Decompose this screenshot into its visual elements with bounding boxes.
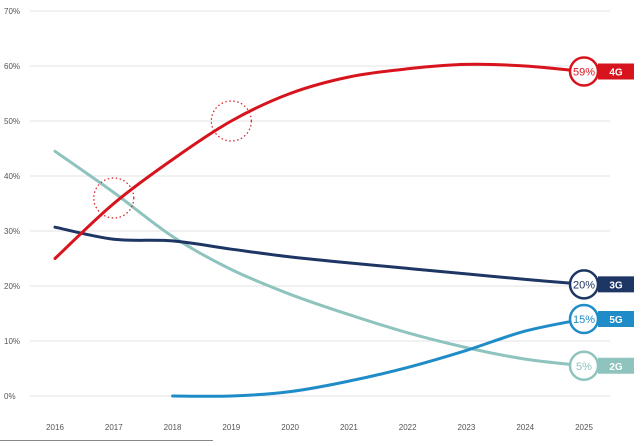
y-tick-label: 10%	[4, 337, 20, 346]
x-tick-label: 2017	[105, 423, 123, 432]
x-tick-label: 2019	[222, 423, 240, 432]
series-line-2g	[53, 149, 586, 368]
series-tag-3g	[598, 276, 634, 293]
y-tick-label: 20%	[4, 282, 20, 291]
series-name-label: 5G	[609, 315, 623, 326]
series-name-label: 3G	[609, 280, 623, 291]
series-lines	[53, 62, 586, 398]
footer-rule	[0, 440, 213, 441]
series-end-value: 20%	[573, 279, 595, 291]
gridlines	[30, 10, 610, 397]
x-tick-label: 2020	[281, 423, 299, 432]
x-tick-label: 2021	[340, 423, 358, 432]
series-end-labels: 4G 59% 3G 20% 5G 15% 2G 5%	[568, 56, 634, 381]
series-end-circle	[568, 350, 600, 381]
series-tag-5g	[598, 311, 634, 327]
dashed-circle-annotation	[210, 100, 252, 142]
series-line-5g	[171, 317, 586, 398]
x-axis-ticks: 2016 2017 2018 2019 2020 2021 2022 2023 2024 2025	[46, 423, 593, 432]
series-end-value: 59%	[573, 67, 595, 79]
dashed-circle-annotation	[93, 177, 135, 219]
series-tag-2g	[598, 357, 634, 374]
series-line-4g	[53, 62, 586, 260]
y-tick-label: 40%	[4, 172, 20, 181]
y-tick-label: 70%	[4, 7, 20, 16]
x-tick-label: 2022	[399, 423, 417, 432]
y-tick-label: 50%	[4, 117, 20, 126]
annotations	[93, 100, 252, 219]
series-name-label: 4G	[609, 68, 623, 79]
y-tick-label: 60%	[4, 62, 20, 71]
series-end-value: 15%	[573, 314, 595, 326]
y-tick-label: 30%	[4, 227, 20, 236]
series-end-circle	[568, 303, 600, 335]
series-tag-4g	[598, 63, 634, 80]
series-end-circle	[568, 269, 600, 300]
x-tick-label: 2023	[458, 423, 476, 432]
series-name-label: 2G	[609, 362, 623, 373]
y-tick-label: 0%	[4, 392, 16, 401]
series-line-3g	[53, 225, 586, 286]
x-tick-label: 2024	[516, 423, 534, 432]
x-tick-label: 2025	[575, 423, 593, 432]
series-end-circle	[568, 56, 600, 87]
series-end-value: 5%	[576, 361, 592, 373]
x-tick-label: 2018	[164, 423, 182, 432]
x-tick-label: 2016	[46, 423, 64, 432]
y-axis-ticks: 0% 10% 20% 30% 40% 50% 60% 70%	[4, 7, 20, 401]
